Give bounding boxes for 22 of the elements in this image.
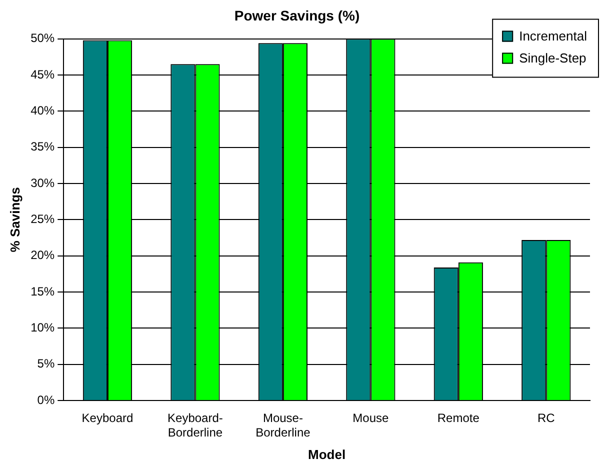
y-tick-label: 0% xyxy=(37,392,55,407)
x-tick-label: Remote xyxy=(437,411,480,426)
y-tick-label: 50% xyxy=(30,31,55,46)
y-tick-label: 20% xyxy=(30,248,55,262)
y-tick-label: 30% xyxy=(30,176,55,190)
y-tick-label: 35% xyxy=(30,140,55,154)
y-tick-label: 10% xyxy=(30,320,55,335)
x-tick-label: Keyboard-Borderline xyxy=(168,411,223,440)
x-tick-label: Keyboard xyxy=(82,411,134,426)
y-tick-label: 25% xyxy=(30,212,55,226)
x-tick-label: Mouse xyxy=(352,411,389,426)
legend-label: Incremental xyxy=(519,28,588,44)
y-tick-label: 5% xyxy=(37,356,55,371)
y-axis-title: % Savings xyxy=(7,187,22,252)
chart-title: Power Savings (%) xyxy=(234,7,360,24)
x-axis-title: Model xyxy=(308,446,346,462)
x-tick-label: Mouse-Borderline xyxy=(256,411,311,440)
legend-label: Single-Step xyxy=(519,50,586,66)
y-tick-label: 45% xyxy=(30,67,55,82)
y-tick-label: 15% xyxy=(30,284,55,298)
x-tick-label: RC xyxy=(537,411,556,426)
y-tick-label: 40% xyxy=(30,103,55,118)
